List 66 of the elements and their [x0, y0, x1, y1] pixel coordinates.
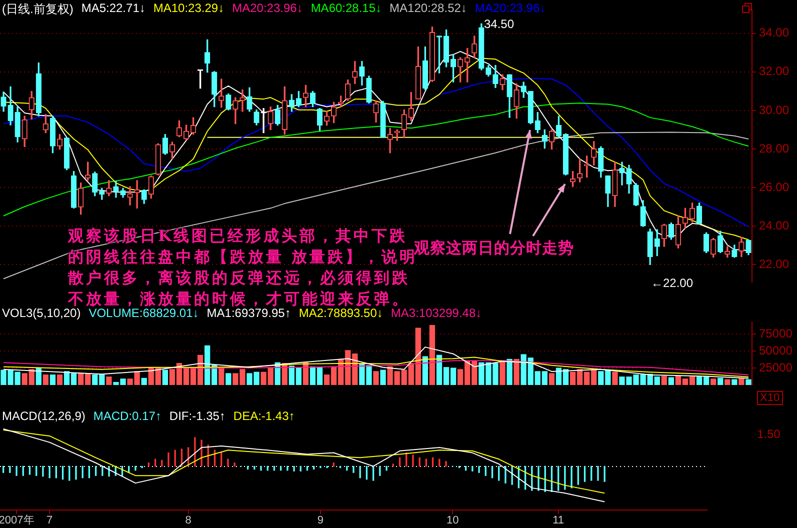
- bar: [226, 373, 232, 385]
- bar: [738, 378, 744, 385]
- x-tick-label: 9: [317, 514, 324, 527]
- text: MA5:22.71↓: [81, 1, 146, 17]
- y-tick-label: 30.00: [759, 102, 790, 117]
- bar: [746, 379, 752, 385]
- bar: [422, 356, 428, 385]
- annotation: ←22.00: [651, 276, 694, 290]
- bar: [506, 358, 512, 385]
- text: MA120:28.52↓: [390, 1, 467, 17]
- text: MA2:78893.50↓: [298, 306, 383, 320]
- bar: [56, 374, 63, 385]
- chart-title: (日线.前复权): [2, 1, 74, 18]
- text: DEA:-1.43↑: [233, 409, 295, 423]
- bar: [668, 377, 674, 385]
- y-tick-label: 34.00: [759, 26, 790, 40]
- bar: [141, 378, 147, 385]
- text: MA20:23.96↓: [474, 1, 546, 17]
- y-tick-label: 24.00: [759, 218, 790, 232]
- bar: [106, 376, 112, 385]
- candlestick: [619, 162, 625, 186]
- y-tick-label: 26.00: [759, 180, 790, 194]
- bar: [732, 379, 738, 385]
- bar: [42, 374, 49, 385]
- bar: [380, 370, 386, 385]
- y-tick-label: 75000: [759, 326, 793, 341]
- series-label: DIF:-1.35↑: [169, 409, 226, 423]
- candlestick: [387, 128, 393, 154]
- candlestick: [240, 89, 246, 112]
- bar: [429, 325, 436, 385]
- text: MA3:103299.48↓: [390, 306, 482, 320]
- bar: [718, 378, 724, 385]
- text: MA1:69379.95↑: [206, 306, 291, 320]
- chart-title: VOL3(5,10,20): [2, 306, 81, 320]
- x-tick-label: 10: [446, 514, 459, 527]
- bar: [724, 379, 730, 385]
- x-tick-label: 7: [46, 514, 53, 527]
- y-tick-label: 50000: [759, 343, 793, 358]
- annotation: 34.50: [484, 17, 514, 31]
- bar: [514, 358, 520, 385]
- bar: [612, 372, 618, 385]
- text: 1.50: [757, 427, 780, 441]
- annotation: MA20:23.96↓: [232, 1, 303, 17]
- text: MA60:28.15↓: [310, 1, 382, 17]
- bar: [373, 371, 379, 385]
- y-tick-label: 22.00: [759, 256, 790, 271]
- text: VOLUME:68829.01↓: [88, 306, 199, 320]
- candlestick: [127, 186, 133, 206]
- bar: [50, 374, 56, 385]
- text: MA10:23.29↓: [153, 1, 224, 17]
- bar: [500, 360, 506, 385]
- bar: [661, 376, 667, 385]
- text: MACD:0.17↑: [93, 409, 162, 423]
- y-tick-label: 25000: [759, 360, 793, 374]
- bar: [36, 368, 42, 385]
- bar: [162, 370, 168, 385]
- candlestick: [134, 180, 140, 208]
- chart-title: MACD(12,26,9): [2, 409, 86, 423]
- bar: [710, 378, 716, 385]
- text: X10: [757, 391, 783, 405]
- candlestick: [260, 108, 266, 134]
- y-tick-label: 32.00: [759, 64, 790, 78]
- x-tick-label: 11: [552, 514, 564, 527]
- x-tick-label: 8: [185, 514, 192, 527]
- y-tick-label: 28.00: [759, 141, 790, 156]
- bar: [548, 373, 555, 385]
